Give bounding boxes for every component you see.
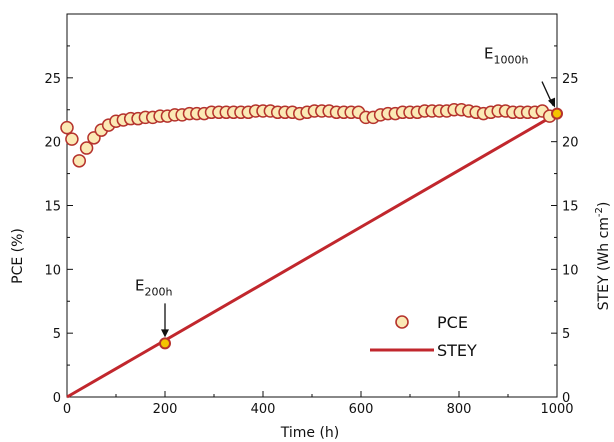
pce-point: [60, 120, 74, 135]
x-tick-label: 600: [349, 402, 374, 417]
e200h-marker: [159, 337, 171, 350]
right-y-tick-label: 20: [562, 136, 579, 151]
right-y-tick-label: 0: [562, 391, 570, 406]
e1000h-label: E1000h: [484, 45, 528, 67]
right-y-axis-ticks: 0 5 10 15 20 25: [551, 45, 579, 406]
legend-pce-marker: [395, 315, 409, 329]
right-y-tick-label: 25: [562, 72, 579, 87]
pce-series: [60, 103, 557, 168]
x-tick-label: 800: [447, 402, 472, 417]
left-y-tick-label: 25: [44, 72, 61, 87]
pce-point: [72, 154, 86, 168]
left-y-tick-label: 15: [44, 200, 61, 215]
right-y-axis-title-close: ): [596, 202, 612, 207]
right-y-tick-label: 15: [562, 200, 579, 215]
legend-stey-label: STEY: [437, 341, 477, 360]
x-tick-label: 400: [251, 402, 276, 417]
stey-line: [66, 112, 558, 399]
plot-frame: [66, 13, 558, 398]
left-y-tick-label: 5: [53, 327, 61, 342]
plot-area-border: [66, 13, 558, 398]
e200h-label: E200h: [135, 276, 172, 298]
e200h-arrowhead: [161, 329, 169, 338]
left-y-axis-title: PCE (%): [10, 228, 26, 284]
x-tick-label: 200: [153, 402, 178, 417]
left-y-tick-label: 10: [44, 263, 61, 278]
x-axis-ticks: 0 200 400 600 800 1000: [63, 391, 574, 417]
e1000h-marker: [551, 107, 563, 120]
x-axis-title: Time (h): [280, 425, 340, 441]
x-tick-label: 1000: [540, 402, 573, 417]
e1000h-label-base: E: [484, 45, 493, 63]
legend-pce-label: PCE: [437, 313, 468, 332]
e200h-label-sub: 200h: [144, 285, 172, 298]
right-y-axis-title-sup: -2: [594, 207, 605, 217]
e200h-label-base: E: [135, 276, 144, 294]
left-y-axis-ticks: 0 5 10 15 20 25: [44, 45, 73, 406]
e1000h-label-sub: 1000h: [493, 54, 528, 67]
stey-series: [66, 112, 558, 399]
right-y-tick-label: 10: [562, 263, 579, 278]
right-y-axis-title: STEY (Wh cm-2): [594, 202, 612, 311]
x-tick-label: 0: [63, 402, 71, 417]
pce-point: [65, 132, 79, 146]
e1000h-arrowhead: [548, 97, 555, 108]
legend: PCE STEY: [370, 313, 477, 360]
right-y-tick-label: 5: [562, 327, 570, 342]
left-y-tick-label: 0: [53, 391, 61, 406]
right-y-axis-title-main: STEY (Wh cm: [596, 217, 612, 310]
pce-point: [79, 141, 94, 155]
left-y-tick-label: 20: [44, 136, 61, 151]
